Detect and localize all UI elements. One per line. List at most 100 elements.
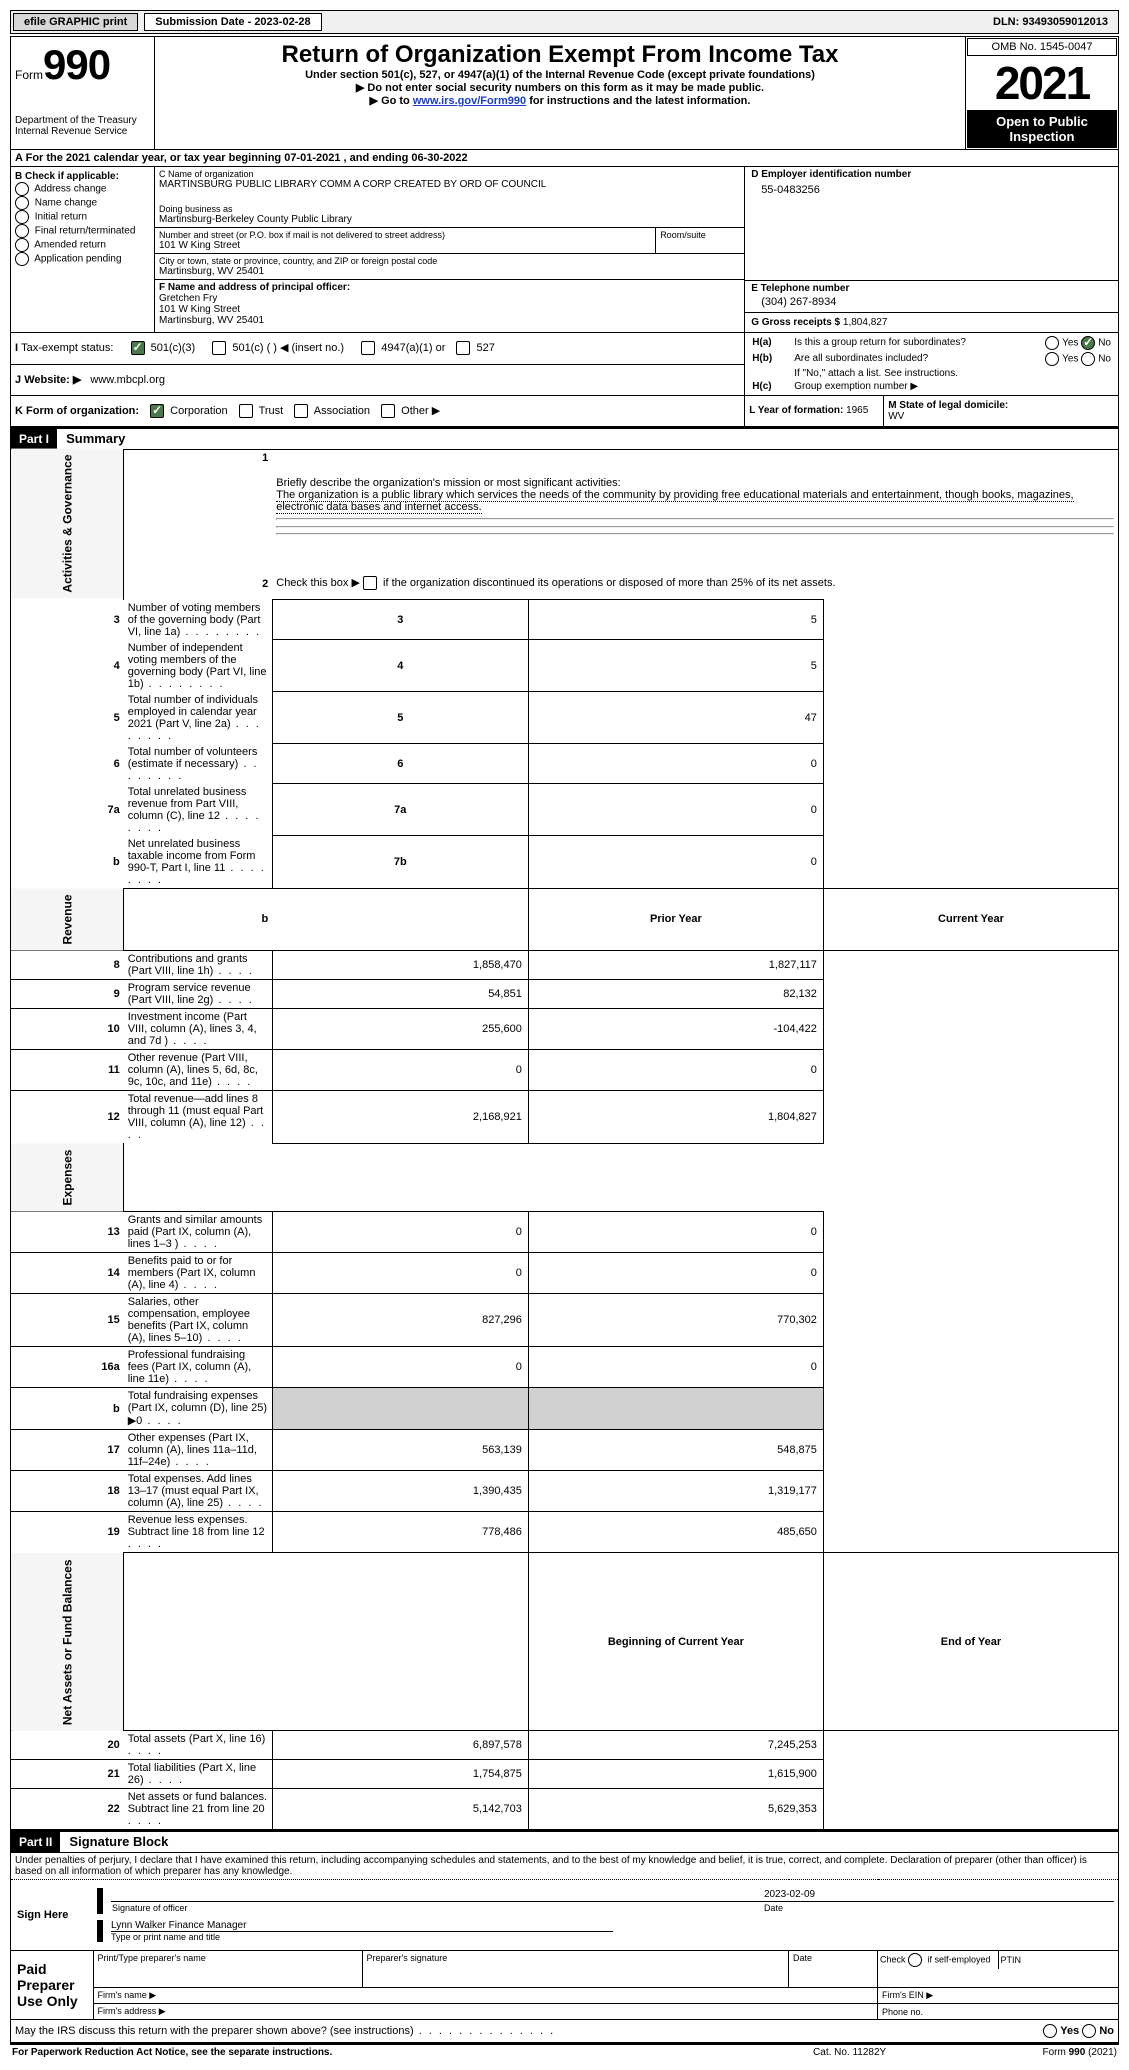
row-prior: 1,858,470 xyxy=(272,951,528,980)
form-note-ssn: Do not enter social security numbers on … xyxy=(159,81,961,94)
row-prior: 827,296 xyxy=(272,1294,528,1347)
prep-ptin-label: PTIN xyxy=(998,1951,1118,1969)
row-current: 82,132 xyxy=(528,980,823,1009)
boxb-checkbox[interactable] xyxy=(15,252,29,266)
prep-sig-label: Preparer's signature xyxy=(362,1951,789,1988)
officer-addr1: 101 W King Street xyxy=(159,304,740,315)
row-prior: 54,851 xyxy=(272,980,528,1009)
row-current xyxy=(528,1388,823,1430)
sign-here-label: Sign Here xyxy=(11,1880,94,1951)
col-begin: Beginning of Current Year xyxy=(528,1553,823,1731)
row-current: 1,827,117 xyxy=(528,951,823,980)
submission-date: Submission Date - 2023-02-28 xyxy=(144,13,321,31)
row-prior: 0 xyxy=(272,1253,528,1294)
boxb-checkbox[interactable] xyxy=(15,238,29,252)
ha-no[interactable] xyxy=(1081,336,1095,350)
row-text: Net assets or fund balances. Subtract li… xyxy=(128,1791,267,1815)
hb-no[interactable] xyxy=(1081,352,1095,366)
chk-trust[interactable] xyxy=(239,404,253,418)
ag-row-val: 5 xyxy=(528,600,823,640)
boxb-item: Amended return xyxy=(15,238,150,252)
chk-527[interactable] xyxy=(456,341,470,355)
boxb-checkbox[interactable] xyxy=(15,210,29,224)
officer-name: Gretchen Fry xyxy=(159,293,740,304)
year-formation-label: L Year of formation: xyxy=(749,405,843,416)
city-value: Martinsburg, WV 25401 xyxy=(159,266,740,277)
firm-phone-label: Phone no. xyxy=(878,2004,1119,2020)
org-name-label: C Name of organization xyxy=(159,169,740,179)
year-formation-value: 1965 xyxy=(846,405,868,416)
form-subtitle: Under section 501(c), 527, or 4947(a)(1)… xyxy=(159,69,961,81)
part2-name: Signature Block xyxy=(63,1834,168,1849)
gross-label: G Gross receipts $ xyxy=(751,317,840,328)
chk-corp[interactable] xyxy=(150,404,164,418)
boxb-item: Name change xyxy=(15,196,150,210)
boxb-item: Application pending xyxy=(15,252,150,266)
row-current: 1,615,900 xyxy=(528,1760,823,1789)
ag-row-val: 0 xyxy=(528,784,823,836)
gross-value: 1,804,827 xyxy=(843,317,888,328)
discuss-label: May the IRS discuss this return with the… xyxy=(11,2020,951,2043)
hb-label: Are all subordinates included? xyxy=(793,351,1022,367)
chk-501c3[interactable] xyxy=(131,341,145,355)
row-prior: 2,168,921 xyxy=(272,1091,528,1144)
row-current: 0 xyxy=(528,1050,823,1091)
officer-label: F Name and address of principal officer: xyxy=(159,282,740,293)
chk-4947[interactable] xyxy=(361,341,375,355)
header-details: A For the 2021 calendar year, or tax yea… xyxy=(10,150,1119,427)
boxb-checkbox[interactable] xyxy=(15,224,29,238)
sig-type-label: Type or print name and title xyxy=(111,1931,613,1942)
col-end: End of Year xyxy=(823,1553,1118,1731)
boxb-item: Final return/terminated xyxy=(15,224,150,238)
part1-name: Summary xyxy=(60,431,125,446)
chk-501c[interactable] xyxy=(212,341,226,355)
dba-label: Doing business as xyxy=(159,204,740,214)
hc-label: Group exemption number ▶ xyxy=(793,380,1112,393)
ha-label: Is this a group return for subordinates? xyxy=(793,335,1022,351)
efile-print-button[interactable]: efile GRAPHIC print xyxy=(13,13,138,31)
chk-assoc[interactable] xyxy=(294,404,308,418)
org-name: MARTINSBURG PUBLIC LIBRARY COMM A CORP C… xyxy=(159,179,740,190)
room-label: Room/suite xyxy=(656,228,745,254)
ag-row-box: 7b xyxy=(272,836,528,889)
prep-date-label: Date xyxy=(789,1951,878,1988)
sig-date-label: Date xyxy=(763,1902,1114,1915)
chk-selfemp[interactable] xyxy=(908,1953,922,1967)
discuss-no[interactable] xyxy=(1082,2024,1096,2038)
top-toolbar: efile GRAPHIC print Submission Date - 20… xyxy=(10,10,1119,34)
chk-discontinued[interactable] xyxy=(363,576,377,590)
firm-addr-label: Firm's address ▶ xyxy=(93,2004,878,2020)
dba-name: Martinsburg-Berkeley County Public Libra… xyxy=(159,214,740,225)
boxb-item: Address change xyxy=(15,182,150,196)
row-text: Revenue less expenses. Subtract line 18 … xyxy=(128,1514,265,1538)
part-2: Part II Signature Block Under penalties … xyxy=(10,1830,1119,2020)
website-value: www.mbcpl.org xyxy=(84,374,165,386)
q1-label: Briefly describe the organization's miss… xyxy=(276,477,620,489)
row-prior: 1,754,875 xyxy=(272,1760,528,1789)
part1-badge: Part I xyxy=(11,429,57,449)
row-current: 0 xyxy=(528,1347,823,1388)
form-note-link: Go to www.irs.gov/Form990 for instructio… xyxy=(159,94,961,107)
phone-label: E Telephone number xyxy=(751,283,1112,294)
paid-preparer-label: Paid Preparer Use Only xyxy=(11,1951,94,2020)
row-current: 770,302 xyxy=(528,1294,823,1347)
paperwork-notice: For Paperwork Reduction Act Notice, see … xyxy=(10,2044,762,2060)
irs-link[interactable]: www.irs.gov/Form990 xyxy=(413,95,526,107)
dept-irs: Internal Revenue Service xyxy=(15,126,150,137)
boxb-checkbox[interactable] xyxy=(15,196,29,210)
row-prior: 0 xyxy=(272,1347,528,1388)
boxb-item: Initial return xyxy=(15,210,150,224)
dln-label: DLN: 93493059012013 xyxy=(993,16,1116,28)
chk-other[interactable] xyxy=(381,404,395,418)
declaration: Under penalties of perjury, I declare th… xyxy=(11,1853,1119,1880)
hb-yes[interactable] xyxy=(1045,352,1059,366)
ag-row-box: 5 xyxy=(272,692,528,744)
row-prior: 6,897,578 xyxy=(272,1731,528,1760)
discuss-yes[interactable] xyxy=(1043,2024,1057,2038)
boxb-checkbox[interactable] xyxy=(15,182,29,196)
ha-yes[interactable] xyxy=(1045,336,1059,350)
ag-row-box: 7a xyxy=(272,784,528,836)
ein-label: D Employer identification number xyxy=(751,169,1112,180)
form-number: Form990 xyxy=(15,41,150,89)
form-footer: Form 990 (2021) xyxy=(937,2044,1119,2060)
